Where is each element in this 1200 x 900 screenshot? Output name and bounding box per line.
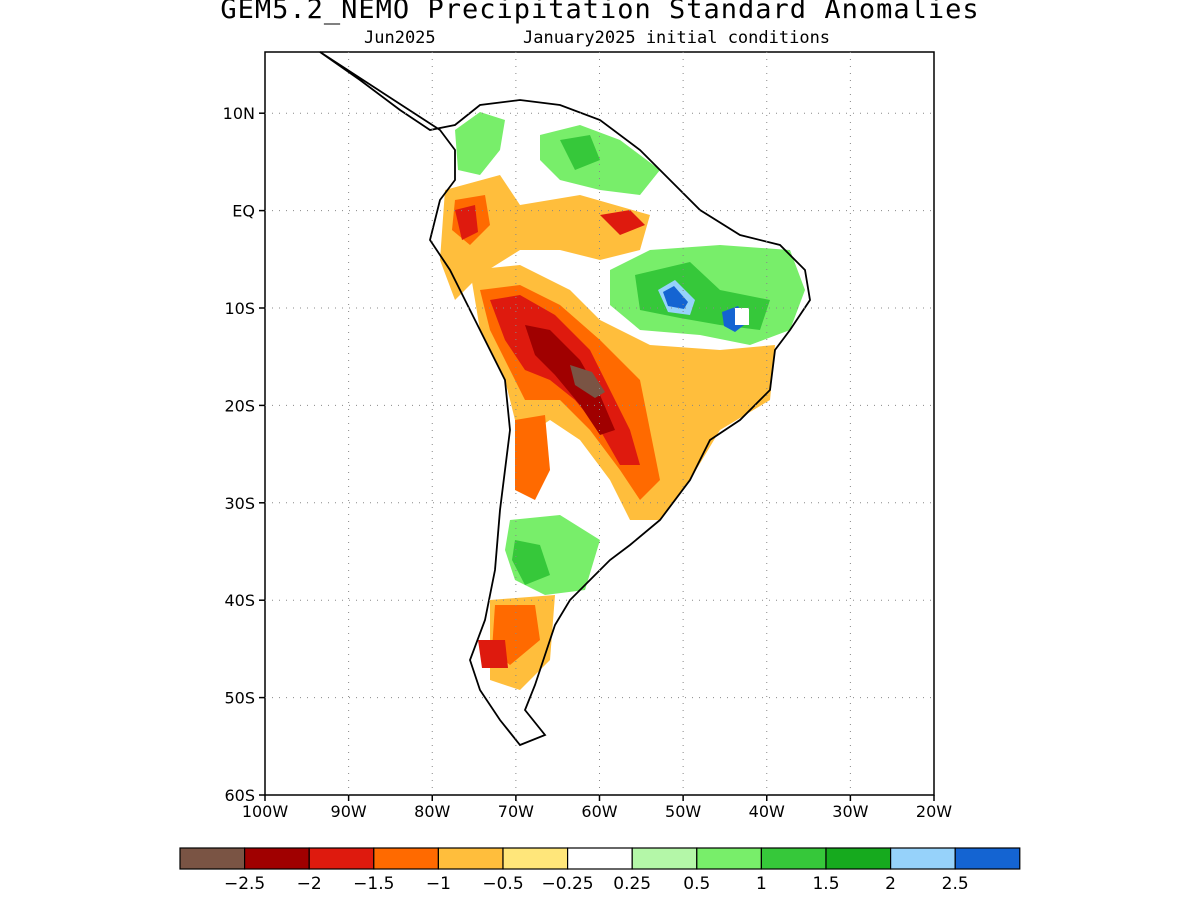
- colorbar-label: 0.5: [683, 874, 710, 894]
- colorbar-swatch: [437, 847, 504, 870]
- colorbar-swatch: [889, 847, 956, 870]
- colorbar-swatch: [566, 847, 633, 870]
- colorbar: −2.5 −2 −1.5 −1 −0.5 −0.25 0.25 0.5 1 1.5 2 2.5: [179, 847, 1021, 894]
- colorbar-label: −0.25: [542, 874, 594, 894]
- lat-label: 50S: [224, 689, 255, 708]
- anomaly-darkred-central: [525, 325, 615, 435]
- lat-label: 60S: [224, 786, 255, 805]
- colorbar-swatch: [631, 847, 698, 870]
- lat-label: 10N: [223, 104, 255, 123]
- colorbar-label: 1.5: [812, 874, 839, 894]
- lon-label: 100W: [242, 802, 289, 821]
- lon-label: 60W: [581, 802, 617, 821]
- lat-label: EQ: [232, 202, 255, 221]
- lat-label: 30S: [224, 494, 255, 513]
- lon-label: 80W: [414, 802, 450, 821]
- anomaly-brown-central: [570, 365, 605, 398]
- anomaly-red-patagonia: [478, 640, 508, 668]
- colorbar-swatch: [502, 847, 569, 870]
- colorbar-swatch: [760, 847, 827, 870]
- colorbar-label: −1: [426, 874, 451, 894]
- colorbar-label: 1: [756, 874, 767, 894]
- coastline: [319, 51, 811, 747]
- anomaly-green-north: [455, 112, 505, 175]
- colorbar-swatch: [954, 847, 1021, 870]
- colorbar-label: 2: [885, 874, 896, 894]
- lon-label: 40W: [749, 802, 785, 821]
- colorbar-swatch: [244, 847, 310, 870]
- colorbar-swatch: [308, 847, 375, 870]
- missing-value-cell: [735, 308, 749, 325]
- chart-title: GEM5.2_NEMO Precipitation Standard Anoma…: [220, 0, 980, 25]
- colorbar-label: −2: [297, 874, 322, 894]
- colorbar-swatch: [696, 847, 762, 870]
- anomaly-orange-amazon: [440, 175, 650, 300]
- latitude-axis: 10N EQ 10S 20S 30S 40S 50S 60S: [223, 104, 265, 805]
- anomaly-blue-brazil: [663, 286, 688, 309]
- colorbar-label: 0.25: [613, 874, 651, 894]
- anomaly-darkgreen-argentina: [512, 540, 550, 585]
- lon-label: 20W: [916, 802, 952, 821]
- anomaly-red-ecuador: [455, 205, 478, 240]
- graticule: [265, 52, 934, 795]
- lon-label: 70W: [498, 802, 534, 821]
- colorbar-label: −0.5: [482, 874, 523, 894]
- lat-label: 10S: [224, 299, 255, 318]
- longitude-axis: 100W 90W 80W 70W 60W 50W 40W 30W 20W: [242, 795, 952, 821]
- colorbar-label: 2.5: [942, 874, 969, 894]
- lon-label: 90W: [331, 802, 367, 821]
- colorbar-swatch: [825, 847, 892, 870]
- anomaly-orange-chile: [515, 415, 550, 500]
- initial-conditions: January2025 initial conditions: [523, 28, 831, 48]
- lat-label: 40S: [224, 591, 255, 610]
- lon-label: 30W: [832, 802, 868, 821]
- colorbar-label: −2.5: [224, 874, 265, 894]
- anomaly-darkgreen-guiana: [560, 135, 600, 170]
- colorbar-swatch: [179, 847, 246, 870]
- anomaly-red-amazon: [600, 210, 645, 235]
- lat-label: 20S: [224, 396, 255, 415]
- colorbar-swatch: [373, 847, 439, 870]
- lon-label: 50W: [665, 802, 701, 821]
- colorbar-label: −1.5: [353, 874, 394, 894]
- forecast-month: Jun2025: [364, 28, 436, 48]
